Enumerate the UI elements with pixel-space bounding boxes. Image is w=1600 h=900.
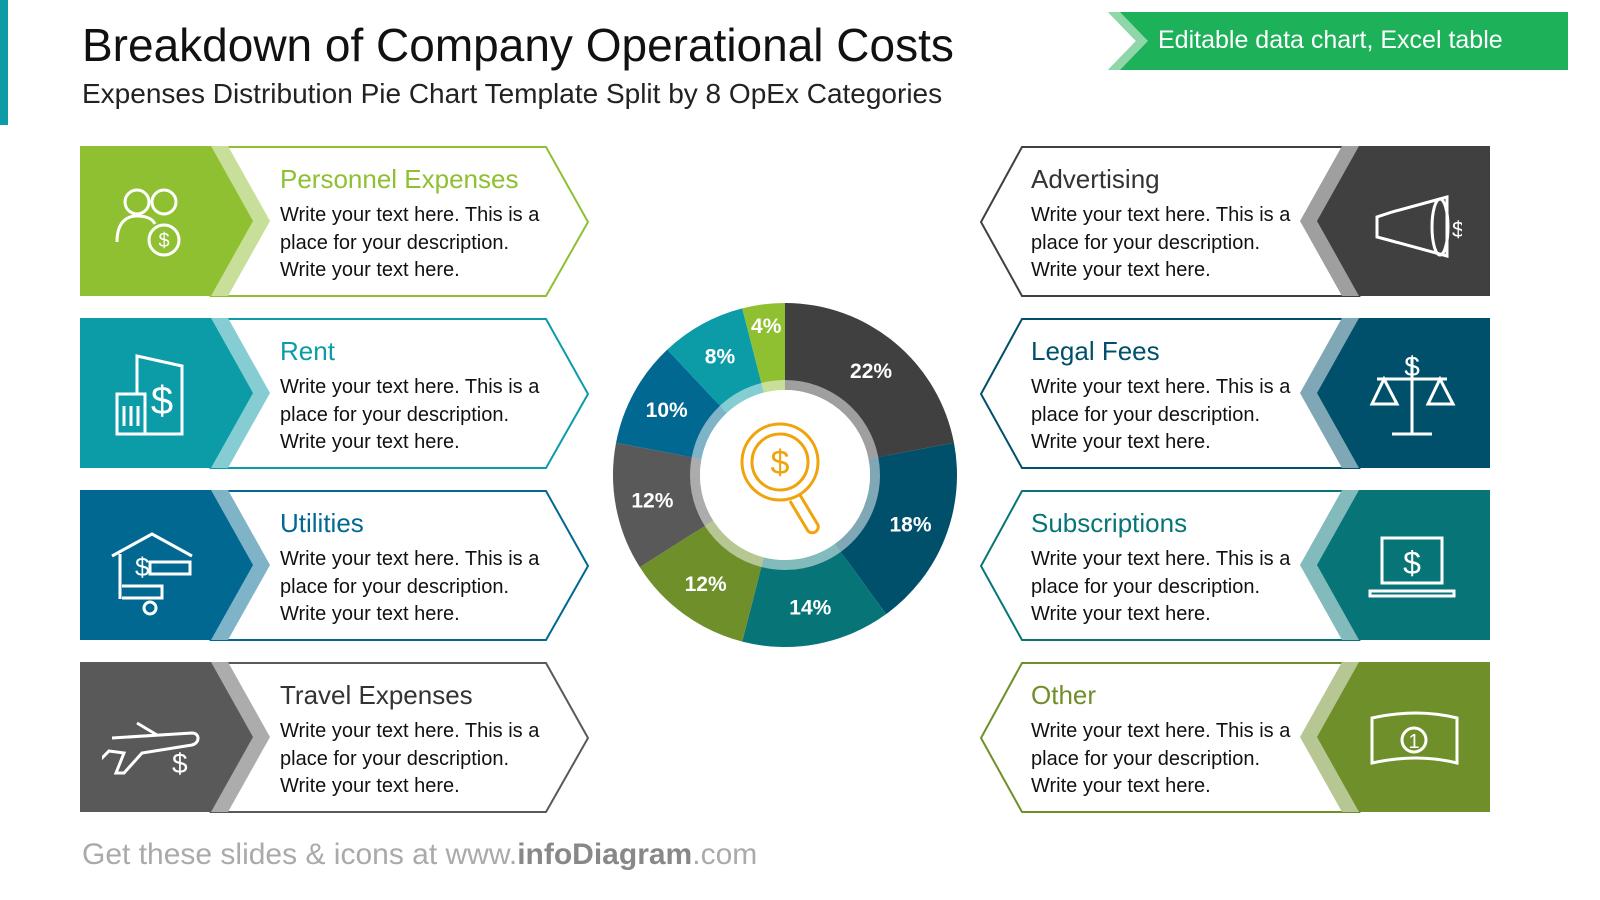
card-description: Write your text here. This is a place fo… — [1031, 720, 1291, 797]
footer-suffix: .com — [692, 838, 758, 871]
slice-advertising — [785, 303, 954, 458]
card-subscriptions: $ Subscriptions Write your text here. Th… — [980, 490, 1500, 642]
data-label: 18% — [890, 514, 932, 537]
page-title: Breakdown of Company Operational Costs — [82, 19, 954, 71]
svg-text:$: $ — [172, 748, 188, 779]
donut-center — [700, 390, 870, 560]
card-title: Advertising — [1031, 164, 1160, 194]
scales-icon: $ — [1369, 351, 1456, 436]
data-label: 12% — [685, 573, 727, 596]
footer-brand: infoDiagram — [517, 838, 693, 871]
card-legal-fees: $ Legal Fees Write your text here. This … — [980, 318, 1500, 470]
people-dollar-icon: $ — [115, 188, 181, 257]
magnifier-dollar-icon: $ — [740, 422, 820, 535]
airplane-dollar-icon: $ — [102, 721, 200, 779]
accent-bar — [0, 0, 8, 125]
card-title: Personnel Expenses — [280, 164, 519, 194]
svg-text:$: $ — [1452, 217, 1462, 242]
card-description: Write your text here. This is a place fo… — [1031, 376, 1291, 453]
slice-legal-fees — [840, 442, 957, 615]
inner-ring-segment — [680, 455, 714, 532]
card-utilities: $ Utilities Write your text here. This i… — [80, 490, 600, 642]
data-label: 4% — [751, 315, 782, 338]
card-description: Write your text here. This is a place fo… — [280, 204, 540, 281]
svg-text:$: $ — [771, 444, 790, 482]
card-description: Write your text here. This is a place fo… — [280, 376, 540, 453]
inner-ring-segment — [758, 543, 847, 580]
card-title: Legal Fees — [1031, 336, 1160, 366]
data-label: 8% — [705, 346, 736, 369]
card-title: Subscriptions — [1031, 508, 1188, 538]
inner-ring-segment — [696, 520, 765, 577]
inner-ring-segment — [784, 370, 889, 460]
card-title: Other — [1031, 680, 1097, 710]
data-label: 10% — [646, 399, 688, 422]
card-description: Write your text here. This is a place fo… — [280, 548, 540, 625]
card-title: Travel Expenses — [280, 680, 473, 710]
house-faucet-icon: $ — [111, 532, 193, 616]
slice-personnel-expenses — [742, 303, 785, 383]
card-title: Rent — [280, 336, 335, 366]
data-label: 22% — [850, 360, 892, 383]
svg-text:$: $ — [151, 379, 173, 423]
card-description: Write your text here. This is a place fo… — [1031, 204, 1291, 281]
card-other: 1 Other Write your text here. This is a … — [980, 662, 1500, 814]
footer-prefix: Get these slides & icons at www. — [82, 838, 518, 871]
card-description: Write your text here. This is a place fo… — [1031, 548, 1291, 625]
inner-ring-segment — [758, 370, 786, 393]
building-dollar-icon: $ — [115, 354, 184, 436]
inner-ring-segment — [834, 455, 890, 560]
svg-text:$: $ — [1403, 545, 1421, 581]
svg-text:$: $ — [158, 230, 169, 252]
data-label: 14% — [789, 597, 831, 620]
card-description: Write your text here. This is a place fo… — [280, 720, 540, 797]
inner-ring-segment — [681, 398, 728, 460]
badge-text: Editable data chart, Excel table — [1158, 26, 1503, 54]
svg-text:1: 1 — [1408, 731, 1419, 753]
card-advertising: $ Advertising Write your text here. This… — [980, 146, 1500, 298]
data-label: 12% — [631, 489, 673, 512]
donut-chart: 22% 18% 14% 12% 12% 10% 8% 4% $ — [613, 303, 957, 647]
card-title: Utilities — [280, 508, 364, 538]
card-travel-expenses: $ Travel Expenses Write your text here. … — [80, 662, 600, 814]
page-subtitle: Expenses Distribution Pie Chart Template… — [82, 78, 943, 109]
inner-ring-segment — [713, 373, 765, 414]
card-personnel-expenses: $ Personnel Expenses Write your text her… — [80, 146, 600, 298]
svg-text:$: $ — [135, 552, 150, 582]
banknote-icon: 1 — [1370, 711, 1459, 765]
card-rent: $ Rent Write your text here. This is a p… — [80, 318, 600, 470]
svg-text:$: $ — [1404, 351, 1420, 382]
megaphone-icon: $ — [1375, 195, 1462, 258]
editable-badge: Editable data chart, Excel table — [1108, 12, 1568, 70]
footer[interactable]: Get these slides & icons at www.infoDiag… — [82, 838, 757, 872]
laptop-dollar-icon: $ — [1368, 536, 1456, 598]
